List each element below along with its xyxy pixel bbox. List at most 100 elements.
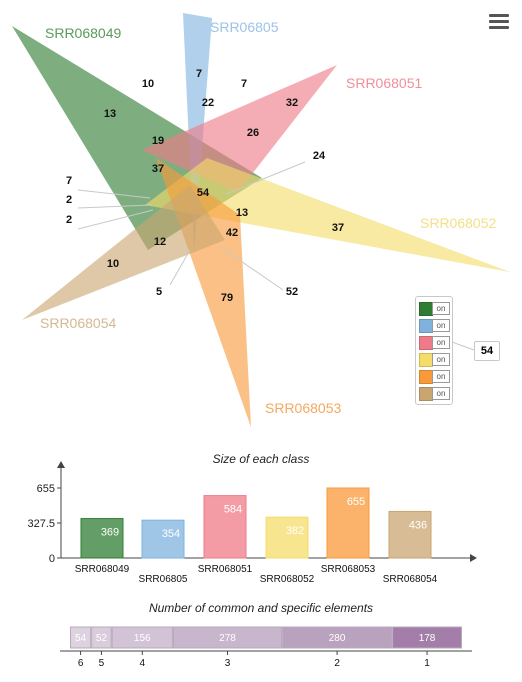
legend-on-switch[interactable]: on bbox=[432, 336, 450, 349]
common-elements-category: 3 bbox=[225, 658, 231, 669]
common-elements-value: 278 bbox=[219, 633, 236, 644]
venn-count: 12 bbox=[154, 236, 166, 248]
y-axis-arrow bbox=[57, 461, 65, 468]
common-elements-category: 1 bbox=[424, 658, 430, 669]
legend-on-switch[interactable]: on bbox=[432, 370, 450, 383]
common-elements-title: Number of common and specific elements bbox=[149, 601, 373, 615]
legend-swatch bbox=[419, 387, 433, 401]
common-elements-category: 4 bbox=[139, 658, 145, 669]
venn-label-SRR068052: SRR068052 bbox=[420, 215, 496, 231]
leader-line bbox=[77, 204, 153, 209]
venn-set-SRR068052 bbox=[145, 158, 510, 272]
venn-label-SRR068053: SRR068053 bbox=[265, 400, 341, 416]
venn-label-SRR06805: SRR06805 bbox=[210, 19, 279, 35]
venn-count: 37 bbox=[332, 222, 344, 234]
class-size-category: SRR068049 bbox=[75, 564, 130, 575]
common-elements-value: 52 bbox=[96, 633, 108, 644]
legend-swatch bbox=[419, 319, 433, 333]
venn-diagram bbox=[12, 13, 510, 427]
venn-label-SRR068054: SRR068054 bbox=[40, 315, 116, 331]
legend-toggle-SRR068054[interactable]: on bbox=[419, 387, 450, 401]
venn-count: 10 bbox=[142, 78, 154, 90]
venn-count: 2 bbox=[66, 214, 72, 226]
leader-line bbox=[77, 209, 154, 230]
class-size-value: 584 bbox=[224, 504, 242, 516]
venn-count: 52 bbox=[286, 286, 298, 298]
venn-count: 5 bbox=[156, 286, 162, 298]
legend-toggle-SRR068052[interactable]: on bbox=[419, 353, 450, 367]
venn-count: 22 bbox=[202, 97, 214, 109]
common-elements-segment bbox=[70, 626, 92, 649]
leader-line bbox=[451, 341, 475, 351]
y-tick-label: 0 bbox=[49, 553, 55, 565]
common-elements-segment bbox=[392, 626, 462, 649]
venn-count: 37 bbox=[152, 163, 164, 175]
venn-legend: on on on on on on bbox=[415, 296, 453, 405]
leader-line bbox=[77, 189, 151, 199]
legend-toggle-SRR068049[interactable]: on bbox=[419, 302, 450, 316]
y-tick-label: 655 bbox=[37, 483, 55, 495]
class-size-category: SRR068052 bbox=[260, 574, 315, 585]
venn-count: 54 bbox=[197, 187, 210, 199]
legend-toggle-SRR06805[interactable]: on bbox=[419, 319, 450, 333]
venn-count: 7 bbox=[196, 68, 202, 80]
class-size-bar bbox=[388, 510, 432, 559]
common-elements-category: 5 bbox=[99, 658, 105, 669]
venn-set-SRR068051 bbox=[142, 65, 337, 192]
venn-leader-lines bbox=[77, 161, 475, 351]
venn-set-labels: SRR068049 SRR06805 SRR068051 SRR068052 SRR06… bbox=[40, 19, 496, 416]
venn-count: 32 bbox=[286, 97, 298, 109]
legend-toggle-SRR068053[interactable]: on bbox=[419, 370, 450, 384]
legend-on-switch[interactable]: on bbox=[432, 353, 450, 366]
class-size-category: SRR068053 bbox=[321, 564, 376, 575]
venn-count: 13 bbox=[104, 108, 116, 120]
leader-line bbox=[169, 249, 191, 286]
legend-swatch bbox=[419, 302, 433, 316]
class-size-value: 436 bbox=[409, 519, 427, 531]
legend-toggle-SRR068051[interactable]: on bbox=[419, 336, 450, 350]
legend-swatch bbox=[419, 353, 433, 367]
y-tick-label: 327.5 bbox=[27, 518, 55, 530]
common-elements-segment bbox=[111, 626, 173, 649]
venn-count: 24 bbox=[313, 150, 326, 162]
common-elements-category: 6 bbox=[78, 658, 84, 669]
venn-set-SRR068054 bbox=[22, 185, 225, 320]
legend-swatch bbox=[419, 336, 433, 350]
venn-count: 10 bbox=[107, 258, 119, 270]
venn-count: 2 bbox=[66, 194, 72, 206]
menu-icon[interactable] bbox=[489, 14, 509, 32]
leader-line bbox=[225, 161, 306, 195]
common-elements-segment bbox=[172, 626, 283, 649]
class-size-bar bbox=[265, 516, 309, 559]
venn-count: 79 bbox=[221, 292, 233, 304]
x-axis-arrow bbox=[470, 554, 477, 562]
class-size-chart: 0 327.5 655 369 SRR068049 354 SRR06805 584 SRR06… bbox=[27, 461, 477, 585]
legend-swatch bbox=[419, 370, 433, 384]
legend-on-switch[interactable]: on bbox=[432, 302, 450, 315]
common-elements-segment bbox=[282, 626, 393, 649]
venn-count: 13 bbox=[236, 207, 248, 219]
legend-on-switch[interactable]: on bbox=[432, 319, 450, 332]
class-size-bar bbox=[80, 518, 124, 559]
venn-label-SRR068049: SRR068049 bbox=[45, 25, 121, 41]
common-elements-chart: 54 6 52 5 156 4 278 3 280 2 178 1 bbox=[60, 626, 472, 669]
venn-count: 26 bbox=[247, 127, 259, 139]
class-size-bar bbox=[203, 495, 247, 559]
class-size-bar bbox=[326, 487, 370, 559]
venn-count: 19 bbox=[152, 135, 164, 147]
class-size-category: SRR06805 bbox=[139, 574, 188, 585]
venn-count: 42 bbox=[226, 227, 238, 239]
common-elements-value: 54 bbox=[75, 633, 87, 644]
leader-line bbox=[221, 247, 284, 291]
class-size-value: 655 bbox=[347, 496, 365, 508]
legend-on-switch[interactable]: on bbox=[432, 387, 450, 400]
class-size-title: Size of each class bbox=[213, 452, 310, 466]
common-elements-category: 2 bbox=[334, 658, 340, 669]
venn-count: 7 bbox=[241, 78, 247, 90]
class-size-category: SRR068054 bbox=[383, 574, 438, 585]
venn-total-count: 54 bbox=[474, 341, 500, 361]
class-size-bar bbox=[141, 519, 185, 559]
common-elements-value: 280 bbox=[329, 633, 346, 644]
